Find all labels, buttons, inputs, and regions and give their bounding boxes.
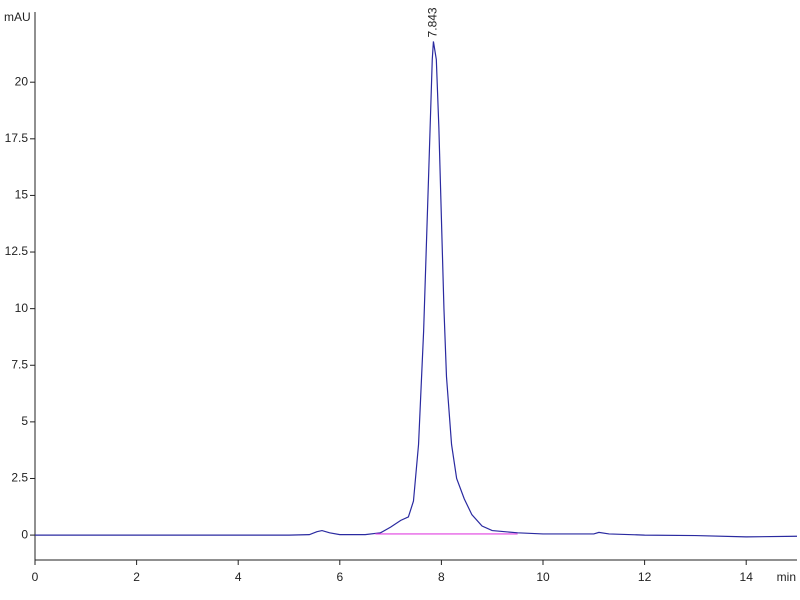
peak-label: 7.843 <box>426 7 440 37</box>
data-line <box>35 41 798 538</box>
x-tick-label: 12 <box>638 570 652 584</box>
y-tick-label: 7.5 <box>11 357 28 371</box>
x-tick-label: 2 <box>133 570 140 584</box>
x-tick-label: 6 <box>336 570 343 584</box>
x-tick-label: 10 <box>536 570 550 584</box>
x-tick-label: 8 <box>438 570 445 584</box>
y-tick-label: 15 <box>15 188 29 202</box>
x-tick-label: 14 <box>740 570 754 584</box>
y-tick-label: 20 <box>15 74 29 88</box>
x-tick-label: 4 <box>235 570 242 584</box>
x-axis-label: min <box>777 570 796 584</box>
y-tick-label: 10 <box>15 301 29 315</box>
x-tick-label: 0 <box>32 570 39 584</box>
y-tick-label: 5 <box>21 414 28 428</box>
y-tick-label: 17.5 <box>5 131 29 145</box>
y-tick-label: 12.5 <box>5 244 29 258</box>
y-axis-label: mAU <box>4 10 31 24</box>
y-tick-label: 0 <box>21 527 28 541</box>
y-tick-label: 2.5 <box>11 471 28 485</box>
